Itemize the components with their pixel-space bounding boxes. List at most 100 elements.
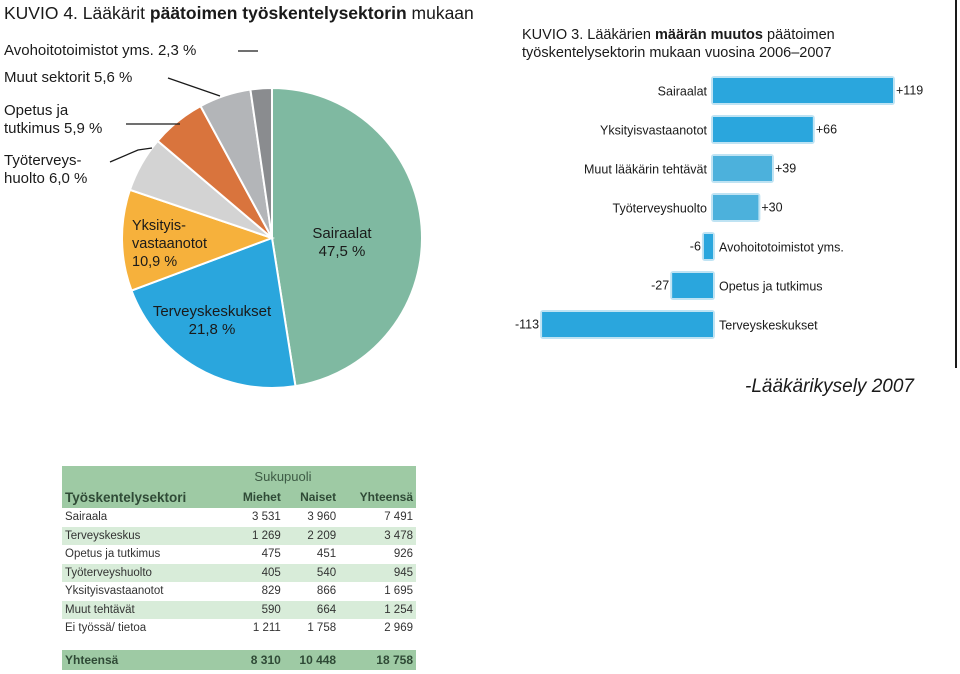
table-col-header: Miehet	[226, 486, 284, 508]
table-col-header: Yhteensä	[339, 486, 416, 508]
bar	[542, 312, 713, 337]
table-cell: 866	[316, 585, 337, 598]
table-group-spacer	[62, 466, 227, 486]
table-row: Muut tehtävät 590 664 1 254	[62, 600, 416, 619]
table-row: Ei työssä/ tietoa 1 211 1 758 2 969	[62, 619, 416, 638]
table-body: Sairaala 3 531 3 960 7 491 Terveyskeskus 1 26…	[62, 508, 416, 670]
table-cell: 664	[283, 600, 340, 619]
table-cell: 1 695	[384, 585, 413, 598]
bar-chart-title: KUVIO 3. Lääkärien määrän muutos päätoim…	[522, 26, 835, 62]
table-cell: 3 531	[252, 511, 281, 524]
table-cell: 451	[316, 548, 337, 561]
bar-value-label: +66	[816, 123, 837, 137]
bar-value-label: -113	[515, 318, 539, 332]
pie-label: Muut sektorit 5,6 %	[4, 69, 132, 86]
bar	[703, 234, 713, 259]
bar-value-label: +119	[896, 84, 923, 98]
pie-title-bold: päätoimen työskentelysektorin	[149, 3, 407, 23]
table-cell: Opetus ja tutkimus	[65, 548, 161, 561]
table-cell: 1 758	[307, 622, 337, 635]
table-cell: 926	[393, 548, 413, 561]
table-row: Terveyskeskus 1 269 2 209 3 478	[62, 526, 416, 545]
bar-title-line2: työskentelysektorin mukaan vuosina 2006–…	[522, 45, 832, 61]
bar-category-label: Muut lääkärin tehtävät	[584, 163, 708, 177]
pie-label-group: Muut sektorit 5,6 %	[4, 69, 132, 86]
pie-slice	[121, 188, 275, 292]
table-cell: 590	[226, 600, 284, 619]
pie-label-group: Yksityis-vastaanotot 10,9 %	[132, 218, 207, 270]
pie-label: Sairaalat	[312, 225, 372, 242]
pie-chart-title: KUVIO 4. Lääkärit päätoimen työskentelys…	[4, 3, 474, 24]
bar-value-label: -6	[690, 240, 701, 254]
table-cell: Työterveyshuolto	[62, 563, 227, 582]
pie-leader-line	[167, 77, 221, 97]
table-cell: 405	[226, 563, 284, 582]
bar-value-label: +39	[775, 162, 796, 176]
pie-label: 21,8 %	[189, 321, 236, 338]
table-cell: 540	[283, 563, 340, 582]
sector-table: Sukupuoli Työskentelysektori Miehet Nais…	[62, 466, 416, 670]
table-total-cell: Yhteensä	[62, 649, 227, 670]
table-total-cell: 8 310	[226, 649, 284, 670]
table-group-header: Sukupuoli	[226, 466, 340, 486]
pie-label: Terveyskeskukset	[153, 303, 272, 320]
bar-category-label: Terveyskeskukset	[719, 319, 818, 333]
bar	[713, 117, 813, 142]
pie-label: tutkimus 5,9 %	[4, 120, 102, 137]
source-label: -Lääkärikysely 2007	[745, 376, 914, 397]
bar-title-bold: määrän muutos	[655, 27, 763, 43]
pie-label: Opetus ja	[4, 102, 69, 119]
bar-category-label: Sairaalat	[658, 85, 708, 99]
bar	[672, 273, 713, 298]
table-cell: Ei työssä/ tietoa	[65, 622, 147, 635]
bar-value-label: +30	[761, 201, 782, 215]
bar	[713, 78, 893, 103]
pie-label-group: Työterveys-huolto 6,0 %	[4, 152, 87, 187]
table-cell: 3 960	[307, 511, 337, 524]
table-cell: 829	[261, 585, 281, 598]
pie-label: Työterveys-	[4, 152, 82, 169]
table-cell: Yksityisvastaanotot	[65, 585, 164, 598]
table-total-row: Yhteensä 8 310 10 448 18 758	[62, 649, 416, 670]
pie-title-prefix: KUVIO 4. Lääkärit	[4, 3, 150, 23]
bar-chart: Sairaalat +119 Yksityisvastaanotot +66 Muut …	[515, 76, 923, 339]
table-cell: 7 491	[384, 511, 413, 524]
table-spacer-row	[62, 637, 416, 650]
table-row: Sairaala 3 531 3 960 7 491	[62, 508, 416, 527]
pie-label: 47,5 %	[319, 243, 366, 260]
table-cell: 1 254	[339, 600, 416, 619]
pie-title-suffix: mukaan	[406, 3, 474, 23]
pie-label: huolto 6,0 %	[4, 170, 87, 187]
pie-label: vastaanotot	[132, 236, 207, 252]
table-col-header: Työskentelysektori	[62, 486, 227, 508]
table-spacer-cell	[62, 637, 416, 650]
bar-category-label: Opetus ja tutkimus	[719, 280, 823, 294]
table-cell: 1 269	[226, 526, 284, 545]
pie-slice	[249, 86, 273, 239]
table-cell: Muut tehtävät	[62, 600, 227, 619]
table-group-spacer	[339, 466, 416, 486]
pie-label: Avohoitotoimistot yms. 2,3 %	[4, 42, 196, 59]
table-cell: 1 211	[252, 622, 281, 635]
table-row: Opetus ja tutkimus 475 451 926	[62, 545, 416, 564]
table-total-cell: 10 448	[283, 649, 340, 670]
table-total-cell: 18 758	[339, 649, 416, 670]
bar	[713, 156, 772, 181]
divider-line	[955, 0, 957, 368]
bar-title-prefix: KUVIO 3. Lääkärien	[522, 27, 655, 43]
bar-category-label: Työterveyshuolto	[613, 202, 708, 216]
bar	[713, 195, 759, 220]
table-row: Yksityisvastaanotot 829 866 1 695	[62, 582, 416, 601]
table-cell: 3 478	[339, 526, 416, 545]
table-row: Työterveyshuolto 405 540 945	[62, 563, 416, 582]
table-col-header: Naiset	[283, 486, 340, 508]
bar-title-line1: KUVIO 3. Lääkärien määrän muutos päätoim…	[522, 26, 835, 44]
table-cell: 2 969	[384, 622, 413, 635]
bar-category-label: Avohoitotoimistot yms.	[719, 241, 844, 255]
table-group-header-row: Sukupuoli	[62, 466, 416, 486]
table-header-row: Työskentelysektori Miehet Naiset Yhteens…	[62, 486, 416, 508]
bar-title-suffix: päätoimen	[762, 27, 835, 43]
